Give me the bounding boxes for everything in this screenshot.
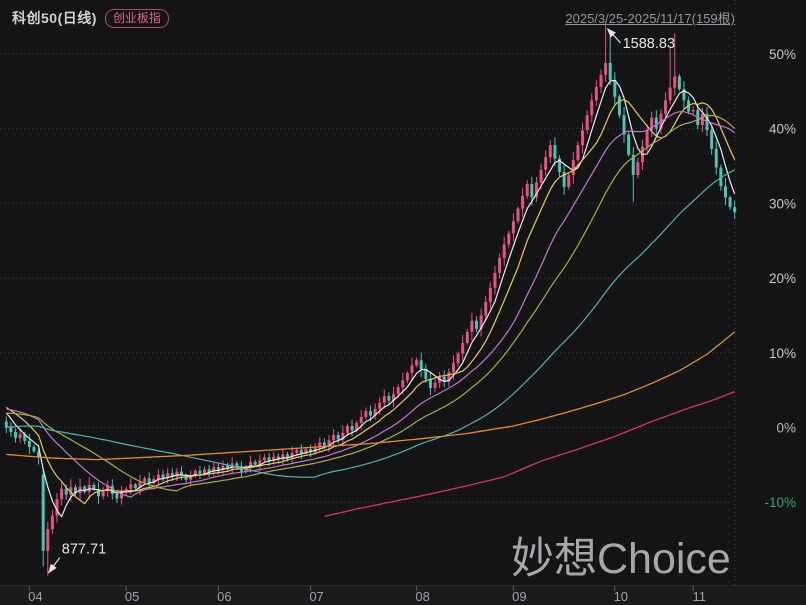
watermark: 妙想Choice <box>511 535 731 583</box>
high-price-annotation: 1588.83 <box>623 36 675 52</box>
grid-lines <box>0 0 736 585</box>
ma-lines <box>5 79 736 518</box>
overlay-index-badge[interactable]: 创业板指 <box>104 8 169 28</box>
y-axis-label: 0% <box>776 421 796 436</box>
chart-header: 科创50(日线) 创业板指 <box>12 8 169 28</box>
low-price-annotation: 877.71 <box>62 542 106 558</box>
x-axis-label: 08 <box>415 589 429 604</box>
annotations: 877.71 1588.83 <box>48 27 675 574</box>
x-axis-label: 11 <box>692 589 706 604</box>
candles-group <box>4 21 737 576</box>
y-axis-label: 10% <box>769 346 796 361</box>
y-axis-label: 40% <box>769 122 796 137</box>
y-axis-labels: 50% 40% 30% 20% 10% 0% -10% <box>764 47 796 510</box>
y-axis-label: 30% <box>769 196 796 211</box>
x-axis-label: 06 <box>217 589 231 604</box>
ma-line-ma5 <box>5 79 736 518</box>
x-axis: 04 05 06 07 08 09 10 11 <box>0 585 806 605</box>
x-axis-label: 09 <box>512 589 526 604</box>
x-axis-label: 04 <box>28 589 42 604</box>
date-range-link[interactable]: 2025/3/25-2025/11/17(159根) <box>565 11 735 26</box>
ma-line-ma250 <box>324 390 735 518</box>
ma-line-ma60 <box>6 169 735 478</box>
y-axis-label: 50% <box>769 47 796 62</box>
ma-line-ma30 <box>6 114 736 492</box>
y-axis-label: 20% <box>769 271 796 286</box>
ma-line-ma120 <box>6 331 736 461</box>
chart-title: 科创50(日线) <box>12 10 97 26</box>
x-axis-label: 10 <box>614 589 628 604</box>
ma-line-ma20 <box>6 111 736 498</box>
y-axis-label: -10% <box>764 495 796 510</box>
ma-line-ma10 <box>5 99 736 505</box>
x-axis-label: 07 <box>309 589 323 604</box>
x-axis-label: 05 <box>125 589 139 604</box>
